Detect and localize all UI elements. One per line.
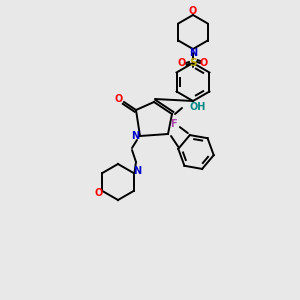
Text: O: O xyxy=(178,58,186,68)
Text: S: S xyxy=(189,58,197,68)
Text: OH: OH xyxy=(190,102,206,112)
Text: O: O xyxy=(95,188,103,198)
Text: N: N xyxy=(131,131,139,141)
Text: O: O xyxy=(200,58,208,68)
Text: O: O xyxy=(189,7,197,16)
Text: N: N xyxy=(133,166,141,176)
Text: O: O xyxy=(115,94,123,104)
Text: N: N xyxy=(189,47,197,58)
Text: F: F xyxy=(170,119,177,129)
